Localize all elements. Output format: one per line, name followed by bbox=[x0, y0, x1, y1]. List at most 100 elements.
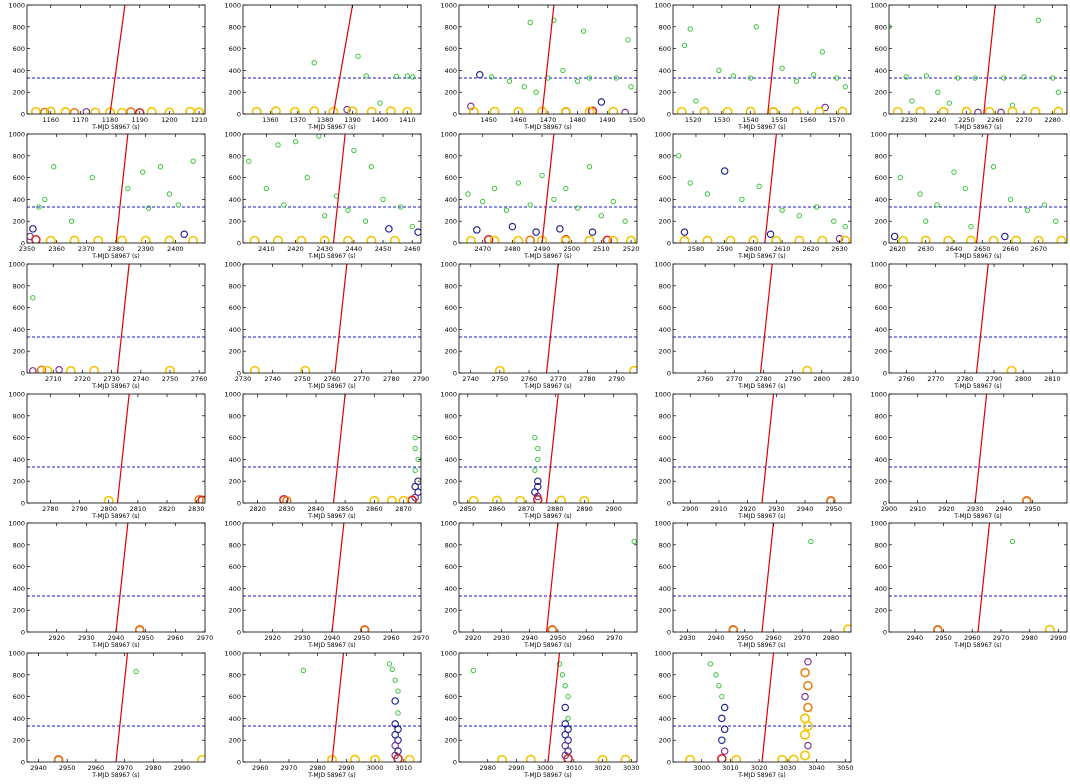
x-tick-label: 2660 bbox=[1002, 245, 1019, 253]
y-tick-label: 0 bbox=[237, 500, 241, 508]
y-tick-label: 1000 bbox=[654, 650, 671, 658]
data-point bbox=[398, 495, 409, 503]
y-tick-label: 1000 bbox=[224, 650, 241, 658]
y-tick-label: 1000 bbox=[654, 261, 671, 269]
x-tick-label: 1360 bbox=[262, 116, 279, 124]
x-tick-label: 2240 bbox=[930, 116, 947, 124]
y-tick-label: 400 bbox=[229, 456, 241, 464]
y-tick-label: 800 bbox=[659, 671, 671, 679]
x-tick-label: 2870 bbox=[518, 505, 535, 513]
data-point bbox=[779, 65, 785, 71]
plot-area bbox=[243, 134, 421, 243]
y-tick-label: 200 bbox=[229, 89, 241, 97]
plot-area bbox=[459, 653, 637, 762]
data-point bbox=[560, 106, 571, 114]
y-tick-label: 400 bbox=[445, 196, 457, 204]
y-tick-label: 800 bbox=[659, 412, 671, 420]
trend-line bbox=[332, 394, 346, 503]
data-point bbox=[53, 755, 64, 762]
data-point bbox=[753, 24, 759, 30]
x-tick-label: 2740 bbox=[264, 375, 281, 383]
data-point bbox=[808, 538, 814, 545]
panel-26: 0 200 400 600 800 1000 2940 2950 2960 2970 2980 299… bbox=[8, 650, 206, 779]
x-tick-label: 2770 bbox=[353, 375, 370, 383]
x-axis-label: T-MJD 58967 (s) bbox=[523, 513, 572, 520]
data-point bbox=[36, 365, 47, 373]
y-tick-label: 200 bbox=[445, 737, 457, 745]
y-tick-label: 200 bbox=[659, 348, 671, 356]
data-point bbox=[164, 235, 175, 243]
x-tick-label: 2470 bbox=[474, 245, 491, 253]
y-tick-label: 600 bbox=[659, 304, 671, 312]
data-point bbox=[561, 703, 569, 712]
y-tick-label: 0 bbox=[883, 370, 887, 378]
y-tick-label: 200 bbox=[229, 607, 241, 615]
data-point bbox=[300, 365, 311, 373]
data-point bbox=[562, 683, 568, 689]
x-tick-label: 2830 bbox=[278, 505, 295, 513]
data-point bbox=[1049, 75, 1056, 81]
y-tick-label: 0 bbox=[667, 759, 671, 767]
data-point bbox=[489, 235, 500, 243]
data-point bbox=[68, 218, 75, 224]
data-point bbox=[803, 680, 813, 691]
data-point bbox=[779, 207, 785, 213]
x-axis-label: T-MJD 58967 (s) bbox=[523, 383, 572, 390]
y-tick-label: 200 bbox=[659, 737, 671, 745]
data-point bbox=[51, 164, 57, 170]
y-tick-label: 400 bbox=[659, 715, 671, 723]
data-point bbox=[534, 477, 542, 485]
x-tick-label: 2500 bbox=[563, 245, 580, 253]
x-tick-label: 2800 bbox=[100, 505, 117, 513]
x-tick-label: 2820 bbox=[159, 505, 176, 513]
data-point bbox=[890, 232, 899, 241]
trend-line bbox=[115, 653, 129, 762]
x-tick-label: 2990 bbox=[338, 764, 355, 772]
panel-16: 0 200 400 600 800 1000 2780 2790 2800 2810 2820 283… bbox=[8, 391, 206, 520]
data-point bbox=[955, 75, 961, 81]
axes-frame bbox=[888, 522, 1068, 633]
y-tick-label: 400 bbox=[13, 67, 25, 75]
data-point bbox=[532, 228, 540, 236]
panel-11: 0 200 400 600 800 1000 2710 2720 2730 2740 2750 276… bbox=[8, 261, 207, 391]
x-tick-label: 2950 bbox=[353, 634, 370, 642]
x-tick-label: 2760 bbox=[191, 375, 208, 383]
y-tick-label: 0 bbox=[883, 240, 887, 248]
data-point bbox=[465, 191, 471, 197]
y-tick-label: 1000 bbox=[8, 520, 25, 528]
x-tick-label: 2980 bbox=[145, 764, 162, 772]
data-point bbox=[935, 89, 941, 95]
data-point bbox=[535, 445, 541, 452]
data-point bbox=[532, 467, 538, 473]
trend-line bbox=[977, 523, 991, 632]
y-tick-label: 800 bbox=[875, 23, 887, 31]
y-tick-label: 1000 bbox=[224, 391, 241, 399]
x-tick-label: 1500 bbox=[629, 116, 646, 124]
y-tick-label: 200 bbox=[13, 478, 25, 486]
y-tick-label: 400 bbox=[13, 585, 25, 593]
panel-14: 0 200 400 600 800 1000 2760 2770 2780 2790 2800 281… bbox=[654, 261, 859, 391]
x-axis-label: T-MJD 58967 (s) bbox=[737, 642, 786, 649]
data-point bbox=[532, 434, 538, 441]
data-point bbox=[580, 28, 587, 34]
data-point bbox=[402, 106, 413, 114]
data-point bbox=[831, 218, 837, 224]
x-tick-label: 2950 bbox=[550, 634, 567, 642]
data-point bbox=[527, 202, 533, 208]
x-axis-label: T-MJD 58967 (s) bbox=[737, 772, 786, 779]
x-tick-label: 2280 bbox=[1044, 116, 1061, 124]
data-point bbox=[943, 235, 954, 243]
data-point bbox=[249, 365, 260, 373]
x-tick-label: 1460 bbox=[510, 116, 527, 124]
x-tick-label: 2940 bbox=[324, 634, 341, 642]
data-point bbox=[45, 235, 56, 243]
panel-24: 0 200 400 600 800 1000 2930 2940 2950 2960 2970 298… bbox=[654, 520, 852, 649]
data-point bbox=[197, 754, 205, 762]
x-axis-label: T-MJD 58967 (s) bbox=[953, 642, 1002, 649]
data-point bbox=[843, 624, 851, 632]
y-tick-label: 1000 bbox=[440, 261, 457, 269]
data-point bbox=[395, 688, 401, 694]
y-tick-label: 400 bbox=[445, 456, 457, 464]
data-point bbox=[681, 42, 688, 48]
data-point bbox=[497, 754, 508, 762]
